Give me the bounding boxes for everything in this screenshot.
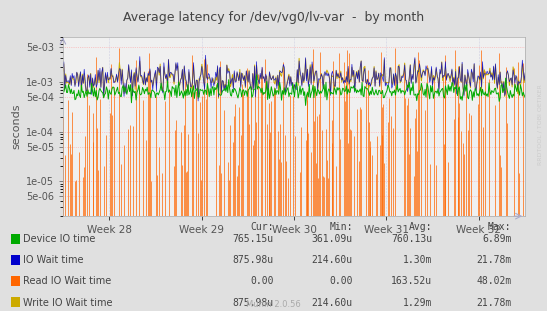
- Text: Max:: Max:: [488, 222, 511, 232]
- Text: 875.98u: 875.98u: [232, 298, 274, 308]
- Text: 875.98u: 875.98u: [232, 255, 274, 265]
- Text: 6.89m: 6.89m: [482, 234, 511, 244]
- Text: Avg:: Avg:: [409, 222, 432, 232]
- Y-axis label: seconds: seconds: [11, 104, 21, 150]
- Text: RRDTOOL / TOBI OETIKER: RRDTOOL / TOBI OETIKER: [538, 84, 543, 165]
- Text: 21.78m: 21.78m: [476, 298, 511, 308]
- Text: 21.78m: 21.78m: [476, 255, 511, 265]
- Text: Min:: Min:: [329, 222, 353, 232]
- Text: Read IO Wait time: Read IO Wait time: [23, 276, 111, 286]
- Text: 48.02m: 48.02m: [476, 276, 511, 286]
- Text: 0.00: 0.00: [329, 276, 353, 286]
- Text: Write IO Wait time: Write IO Wait time: [23, 298, 113, 308]
- Text: Average latency for /dev/vg0/lv-var  -  by month: Average latency for /dev/vg0/lv-var - by…: [123, 11, 424, 24]
- Text: 760.13u: 760.13u: [391, 234, 432, 244]
- Text: 1.30m: 1.30m: [403, 255, 432, 265]
- Text: Cur:: Cur:: [250, 222, 274, 232]
- Text: 214.60u: 214.60u: [312, 298, 353, 308]
- Text: 1.29m: 1.29m: [403, 298, 432, 308]
- Text: Device IO time: Device IO time: [23, 234, 95, 244]
- Text: 765.15u: 765.15u: [232, 234, 274, 244]
- Text: IO Wait time: IO Wait time: [23, 255, 84, 265]
- Text: 163.52u: 163.52u: [391, 276, 432, 286]
- Text: 0.00: 0.00: [250, 276, 274, 286]
- Text: 361.09u: 361.09u: [312, 234, 353, 244]
- Text: 214.60u: 214.60u: [312, 255, 353, 265]
- Text: Munin 2.0.56: Munin 2.0.56: [246, 299, 301, 309]
